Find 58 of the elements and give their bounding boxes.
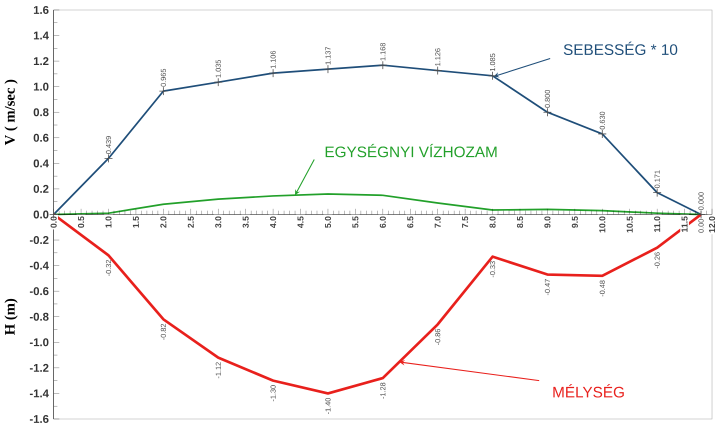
x-tick-label: 9.0	[544, 216, 550, 228]
x-tick-label: 12.0	[708, 216, 716, 232]
text: H (m)	[4, 298, 18, 335]
text: EGYSÉGNYI VÍZHOZAM	[326, 144, 497, 158]
x-tick-label: 9.5	[572, 216, 578, 228]
y-tick-label: -0.8	[30, 312, 49, 321]
x-tick-label: 4.0	[270, 216, 276, 228]
text: SEBESSÉG * 10	[564, 42, 678, 56]
x-tick-label: 4.5	[298, 216, 304, 228]
x-tick-label: 2.5	[188, 216, 194, 228]
y-tick-label: 1.6	[34, 6, 49, 14]
x-tick-label: 6.5	[407, 216, 414, 228]
x-tick-label: 1.0	[105, 216, 112, 228]
x-tick-label: 10.5	[626, 216, 633, 232]
point	[324, 64, 332, 74]
y-tick-label: 0.4	[34, 159, 49, 168]
x-tick-label: 7.5	[462, 216, 468, 228]
y-tick-label: -0.2	[30, 236, 48, 244]
y-tick-label: -1.2	[30, 364, 48, 372]
point	[652, 188, 662, 198]
x-tick-label: 7.0	[434, 216, 441, 228]
y-tick-label: -1.4	[30, 390, 49, 398]
point	[433, 66, 442, 75]
x-tick-label: 2.0	[160, 216, 166, 228]
point	[543, 108, 552, 117]
point	[158, 86, 168, 96]
y-tick-label: -1.0	[30, 338, 48, 346]
point	[488, 71, 497, 80]
x-tick-label: 6.0	[380, 216, 386, 228]
y-tick-label: -0.6	[30, 287, 49, 296]
x-tick-label: 3.5	[242, 216, 249, 228]
y-tick-label: 0.2	[34, 184, 48, 193]
x-tick-label: 11.0	[654, 216, 660, 232]
x-tick-label: 8.0	[490, 216, 496, 228]
x-tick-label: 0.0	[50, 216, 57, 228]
x-tick-label: 1.5	[132, 216, 139, 228]
y-tick-label: 1.0	[34, 82, 48, 91]
text: MÉLYSÉG	[553, 384, 624, 398]
y-tick-label: 0.6	[34, 134, 49, 142]
x-tick-label: 10.0	[599, 216, 606, 232]
point	[598, 130, 607, 138]
point	[378, 60, 388, 70]
x-tick-label: 11.5	[682, 216, 688, 232]
x-tick-label: 5.0	[324, 216, 332, 228]
y-axis-title: V ( m/sec )	[4, 80, 18, 146]
y-tick-label: 0.8	[34, 108, 49, 116]
x-tick-label: 8.5	[516, 216, 524, 228]
x-tick-label: 0.5	[78, 216, 84, 228]
y-tick-label: -0.4	[30, 262, 49, 270]
y-tick-label: 0.0	[34, 210, 48, 218]
x-tick-label: 5.5	[352, 216, 358, 228]
point	[214, 78, 223, 87]
point	[104, 154, 113, 163]
y-tick-label: 1.2	[34, 57, 48, 66]
y-tick-label: -1.6	[30, 415, 49, 423]
y-tick-label: 1.4	[34, 32, 49, 40]
x-tick-label: 3.0	[215, 216, 222, 228]
point	[268, 68, 278, 78]
